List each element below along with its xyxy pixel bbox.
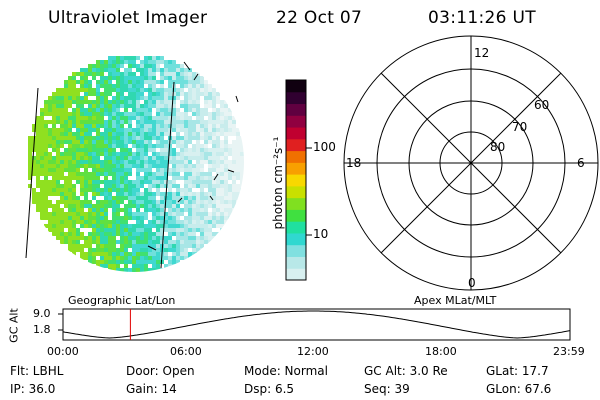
colorbar-label-10: 10 bbox=[313, 227, 329, 241]
longitude-line-east bbox=[160, 81, 175, 269]
colorbar-band bbox=[286, 232, 306, 246]
mlt-label-18: 18 bbox=[346, 156, 362, 170]
gc-alt-axis-label: GC Alt bbox=[7, 308, 21, 343]
colorbar-band bbox=[286, 256, 306, 269]
info-seq: Seq: 39 bbox=[364, 382, 410, 396]
lat-label-70: 70 bbox=[512, 120, 528, 134]
app-title: Ultraviolet Imager bbox=[48, 8, 208, 28]
info-door: Door: Open bbox=[126, 364, 195, 378]
info-dsp: Dsp: 6.5 bbox=[244, 382, 295, 396]
geographic-lat-lon-label: Geographic Lat/Lon bbox=[68, 294, 176, 307]
y-tick-label-1.8: 1.8 bbox=[33, 323, 51, 336]
info-mode: Mode: Normal bbox=[244, 364, 328, 378]
colorbar bbox=[286, 80, 306, 281]
info-ip: IP: 36.0 bbox=[10, 382, 56, 396]
mlt-label-0: 0 bbox=[468, 276, 476, 290]
x-tick-1200: 12:00 bbox=[297, 345, 329, 358]
colorbar-band bbox=[286, 115, 306, 128]
colorbar-band bbox=[286, 162, 306, 175]
mlt-label-6: 6 bbox=[577, 156, 585, 170]
info-glon: GLon: 67.6 bbox=[486, 382, 552, 396]
colorbar-band bbox=[286, 80, 306, 93]
date-label: 22 Oct 07 bbox=[276, 8, 363, 28]
info-glat: GLat: 17.7 bbox=[486, 364, 549, 378]
colorbar-band bbox=[286, 244, 306, 257]
colorbar-frame bbox=[285, 79, 307, 281]
colorbar-band bbox=[286, 127, 306, 140]
coastline-fragments bbox=[147, 61, 239, 251]
colorbar-band bbox=[286, 185, 306, 199]
colorbar-band bbox=[286, 91, 306, 105]
x-tick-0000: 00:00 bbox=[47, 345, 79, 358]
colorbar-label-100: 100 bbox=[313, 140, 336, 154]
colorbar-band bbox=[286, 174, 306, 187]
polar-plot bbox=[343, 35, 599, 291]
colorbar-band bbox=[286, 221, 306, 234]
colorbar-band bbox=[286, 197, 306, 210]
colorbar-band bbox=[286, 209, 306, 222]
lat-label-80: 80 bbox=[490, 140, 506, 154]
longitude-line-west bbox=[25, 87, 39, 259]
info-flt: Flt: LBHL bbox=[10, 364, 64, 378]
colorbar-band bbox=[286, 268, 306, 281]
colorbar-band bbox=[286, 150, 306, 163]
orbit-panel-frame bbox=[62, 308, 571, 341]
x-tick-1800: 18:00 bbox=[425, 345, 457, 358]
orbit-altitude-curve bbox=[62, 310, 571, 339]
info-gain: Gain: 14 bbox=[126, 382, 177, 396]
apex-mlat-mlt-label: Apex MLat/MLT bbox=[414, 294, 497, 307]
time-label: 03:11:26 UT bbox=[428, 8, 536, 28]
mlt-label-12: 12 bbox=[474, 46, 490, 60]
y-tick-label-9: 9.0 bbox=[33, 307, 51, 320]
x-tick-0600: 06:00 bbox=[170, 345, 202, 358]
info-gc-alt: GC Alt: 3.0 Re bbox=[364, 364, 448, 378]
colorbar-band bbox=[286, 103, 306, 116]
colorbar-band bbox=[286, 138, 306, 152]
colorbar-unit-label: photon cm⁻²s⁻¹ bbox=[271, 136, 285, 230]
x-tick-2359: 23:59 bbox=[553, 345, 585, 358]
lat-label-60: 60 bbox=[534, 98, 550, 112]
uv-earth-image bbox=[28, 56, 244, 272]
